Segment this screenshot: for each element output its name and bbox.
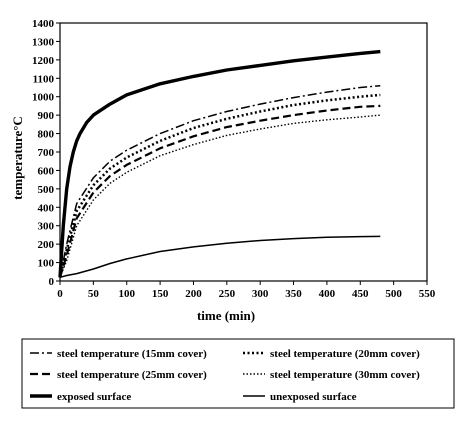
series-line-3 (58, 104, 381, 278)
x-tick-label: 450 (352, 288, 369, 300)
y-tick-label: 1200 (32, 55, 55, 67)
x-tick-label: 300 (252, 288, 269, 300)
x-tick-label: 400 (319, 288, 336, 300)
y-tick-label: 700 (38, 147, 55, 159)
legend-label-5: exposed surface (57, 391, 131, 403)
x-tick-label: 550 (419, 288, 436, 300)
x-tick-label: 0 (57, 288, 63, 300)
x-tick-label: 200 (185, 288, 202, 300)
y-tick-label: 1400 (32, 18, 55, 30)
y-axis: 0 100 200 300 400 500 600 700 800 900 1000 1100 1200… (32, 18, 60, 288)
y-tick-label: 300 (38, 221, 55, 233)
legend-label-1: steel temperature (15mm cover) (57, 348, 207, 360)
series-line-4 (59, 114, 381, 278)
y-tick-label: 1000 (32, 92, 55, 104)
x-tick-label: 250 (219, 288, 236, 300)
legend-box (21, 338, 455, 409)
legend: steel temperature (15mm cover) steel temp… (30, 348, 420, 403)
y-tick-label: 500 (38, 184, 55, 196)
x-tick-label: 50 (88, 288, 100, 300)
x-tick-label: 150 (152, 288, 169, 300)
series-layer (58, 49, 381, 279)
y-axis-title: temperature°C (10, 116, 25, 200)
x-tick-label: 100 (118, 288, 135, 300)
legend-label-6: unexposed surface (270, 391, 357, 403)
legend-label-2: steel temperature (20mm cover) (270, 348, 420, 360)
y-tick-label: 1100 (33, 73, 55, 85)
x-axis-title: time (min) (197, 308, 255, 323)
y-tick-label: 400 (38, 202, 55, 214)
x-tick-label: 350 (285, 288, 302, 300)
series-line-6 (59, 235, 381, 279)
legend-label-4: steel temperature (30mm cover) (270, 369, 420, 381)
y-tick-label: 800 (38, 129, 55, 141)
y-tick-label: 0 (49, 276, 55, 288)
series-line-1 (59, 84, 381, 278)
y-tick-label: 100 (38, 258, 55, 270)
y-tick-label: 600 (38, 165, 55, 177)
y-tick-label: 1300 (32, 36, 55, 48)
x-axis: 0 50 100 150 200 250 300 350 400 450 500 550 (57, 281, 436, 300)
series-line-2 (58, 93, 381, 278)
series-line-5 (58, 49, 381, 278)
x-tick-label: 500 (385, 288, 402, 300)
legend-label-3: steel temperature (25mm cover) (57, 369, 207, 381)
y-tick-label: 200 (38, 239, 55, 251)
y-tick-label: 900 (38, 110, 55, 122)
